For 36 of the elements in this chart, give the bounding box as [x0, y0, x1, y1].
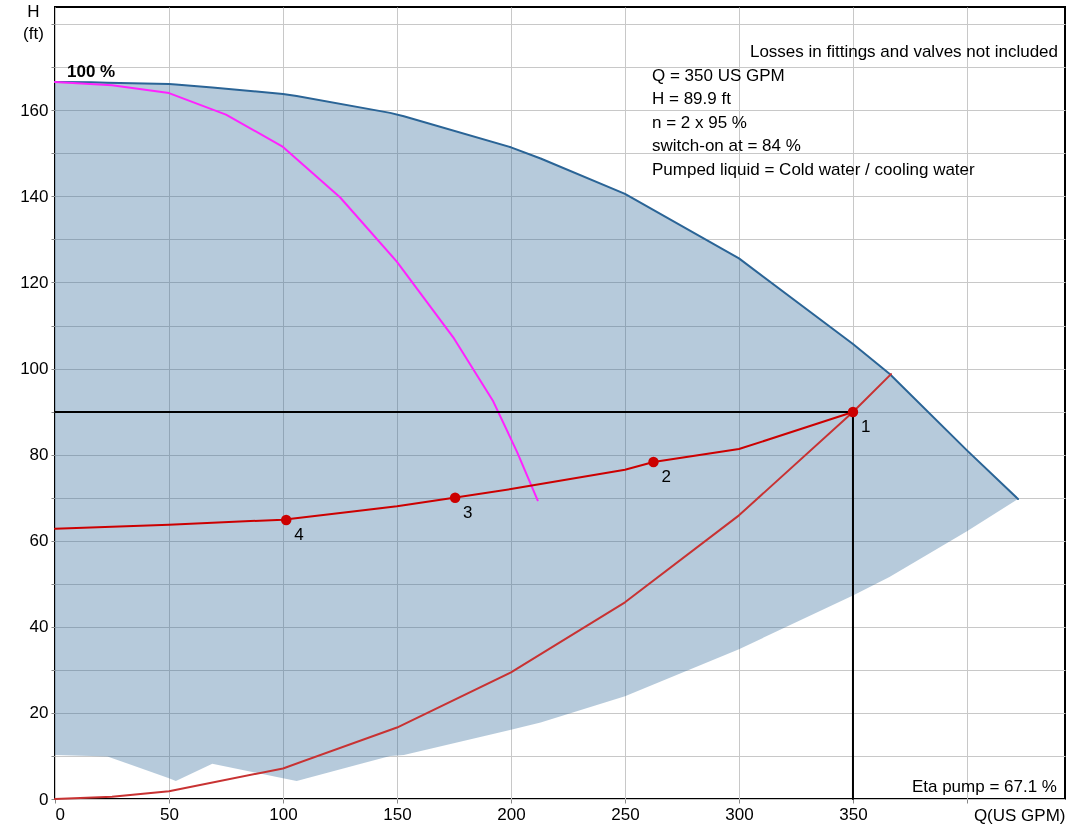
x-tick-label: 50: [160, 804, 179, 824]
x-tick-label: 200: [497, 804, 526, 824]
point: [449, 492, 461, 503]
annotation: H = 89.9 ft: [652, 89, 732, 108]
x-axis-title: Q(US GPM): [973, 805, 1066, 825]
annotation: Q = 350 US GPM: [652, 65, 785, 85]
x-tick-label: 0: [55, 804, 65, 824]
annotation: Eta pump = 67.1 %: [911, 777, 1057, 796]
series-label: 100 %: [67, 61, 116, 81]
x-tick-label: 100: [269, 804, 298, 824]
x-tick-label: 350: [839, 804, 868, 824]
y-tick-label: 60: [29, 531, 49, 551]
y-tick-label: 100: [20, 359, 49, 379]
x-tick-label: 150: [383, 804, 412, 824]
point: [648, 456, 659, 468]
line-series: [54, 80, 539, 502]
annotation: 1: [860, 417, 871, 437]
annotation: 2: [661, 466, 671, 486]
annotation: 3: [463, 502, 473, 522]
y-tick-label: 160: [20, 100, 49, 120]
y-tick-label: 140: [20, 186, 49, 206]
annotation: Pumped liquid = Cold water / cooling water: [652, 159, 976, 179]
point: [847, 406, 859, 418]
y-tick-label: 80: [29, 445, 49, 465]
y-tick-label: 20: [29, 703, 49, 723]
annotation: 4: [294, 525, 304, 545]
y-axis-title: H (ft): [23, 1, 44, 43]
annotation: switch-on at = 84 %: [652, 136, 801, 155]
annotation: Losses in fittings and valves not included: [749, 42, 1058, 61]
y-tick-label: 40: [29, 617, 49, 637]
point: [280, 514, 292, 526]
y-tick-label: 0: [39, 789, 49, 809]
annotation: n = 2 x 95 %: [652, 112, 747, 132]
x-tick-label: 300: [725, 804, 754, 824]
x-tick-label: 250: [611, 804, 640, 824]
y-tick-label: 120: [20, 272, 49, 292]
